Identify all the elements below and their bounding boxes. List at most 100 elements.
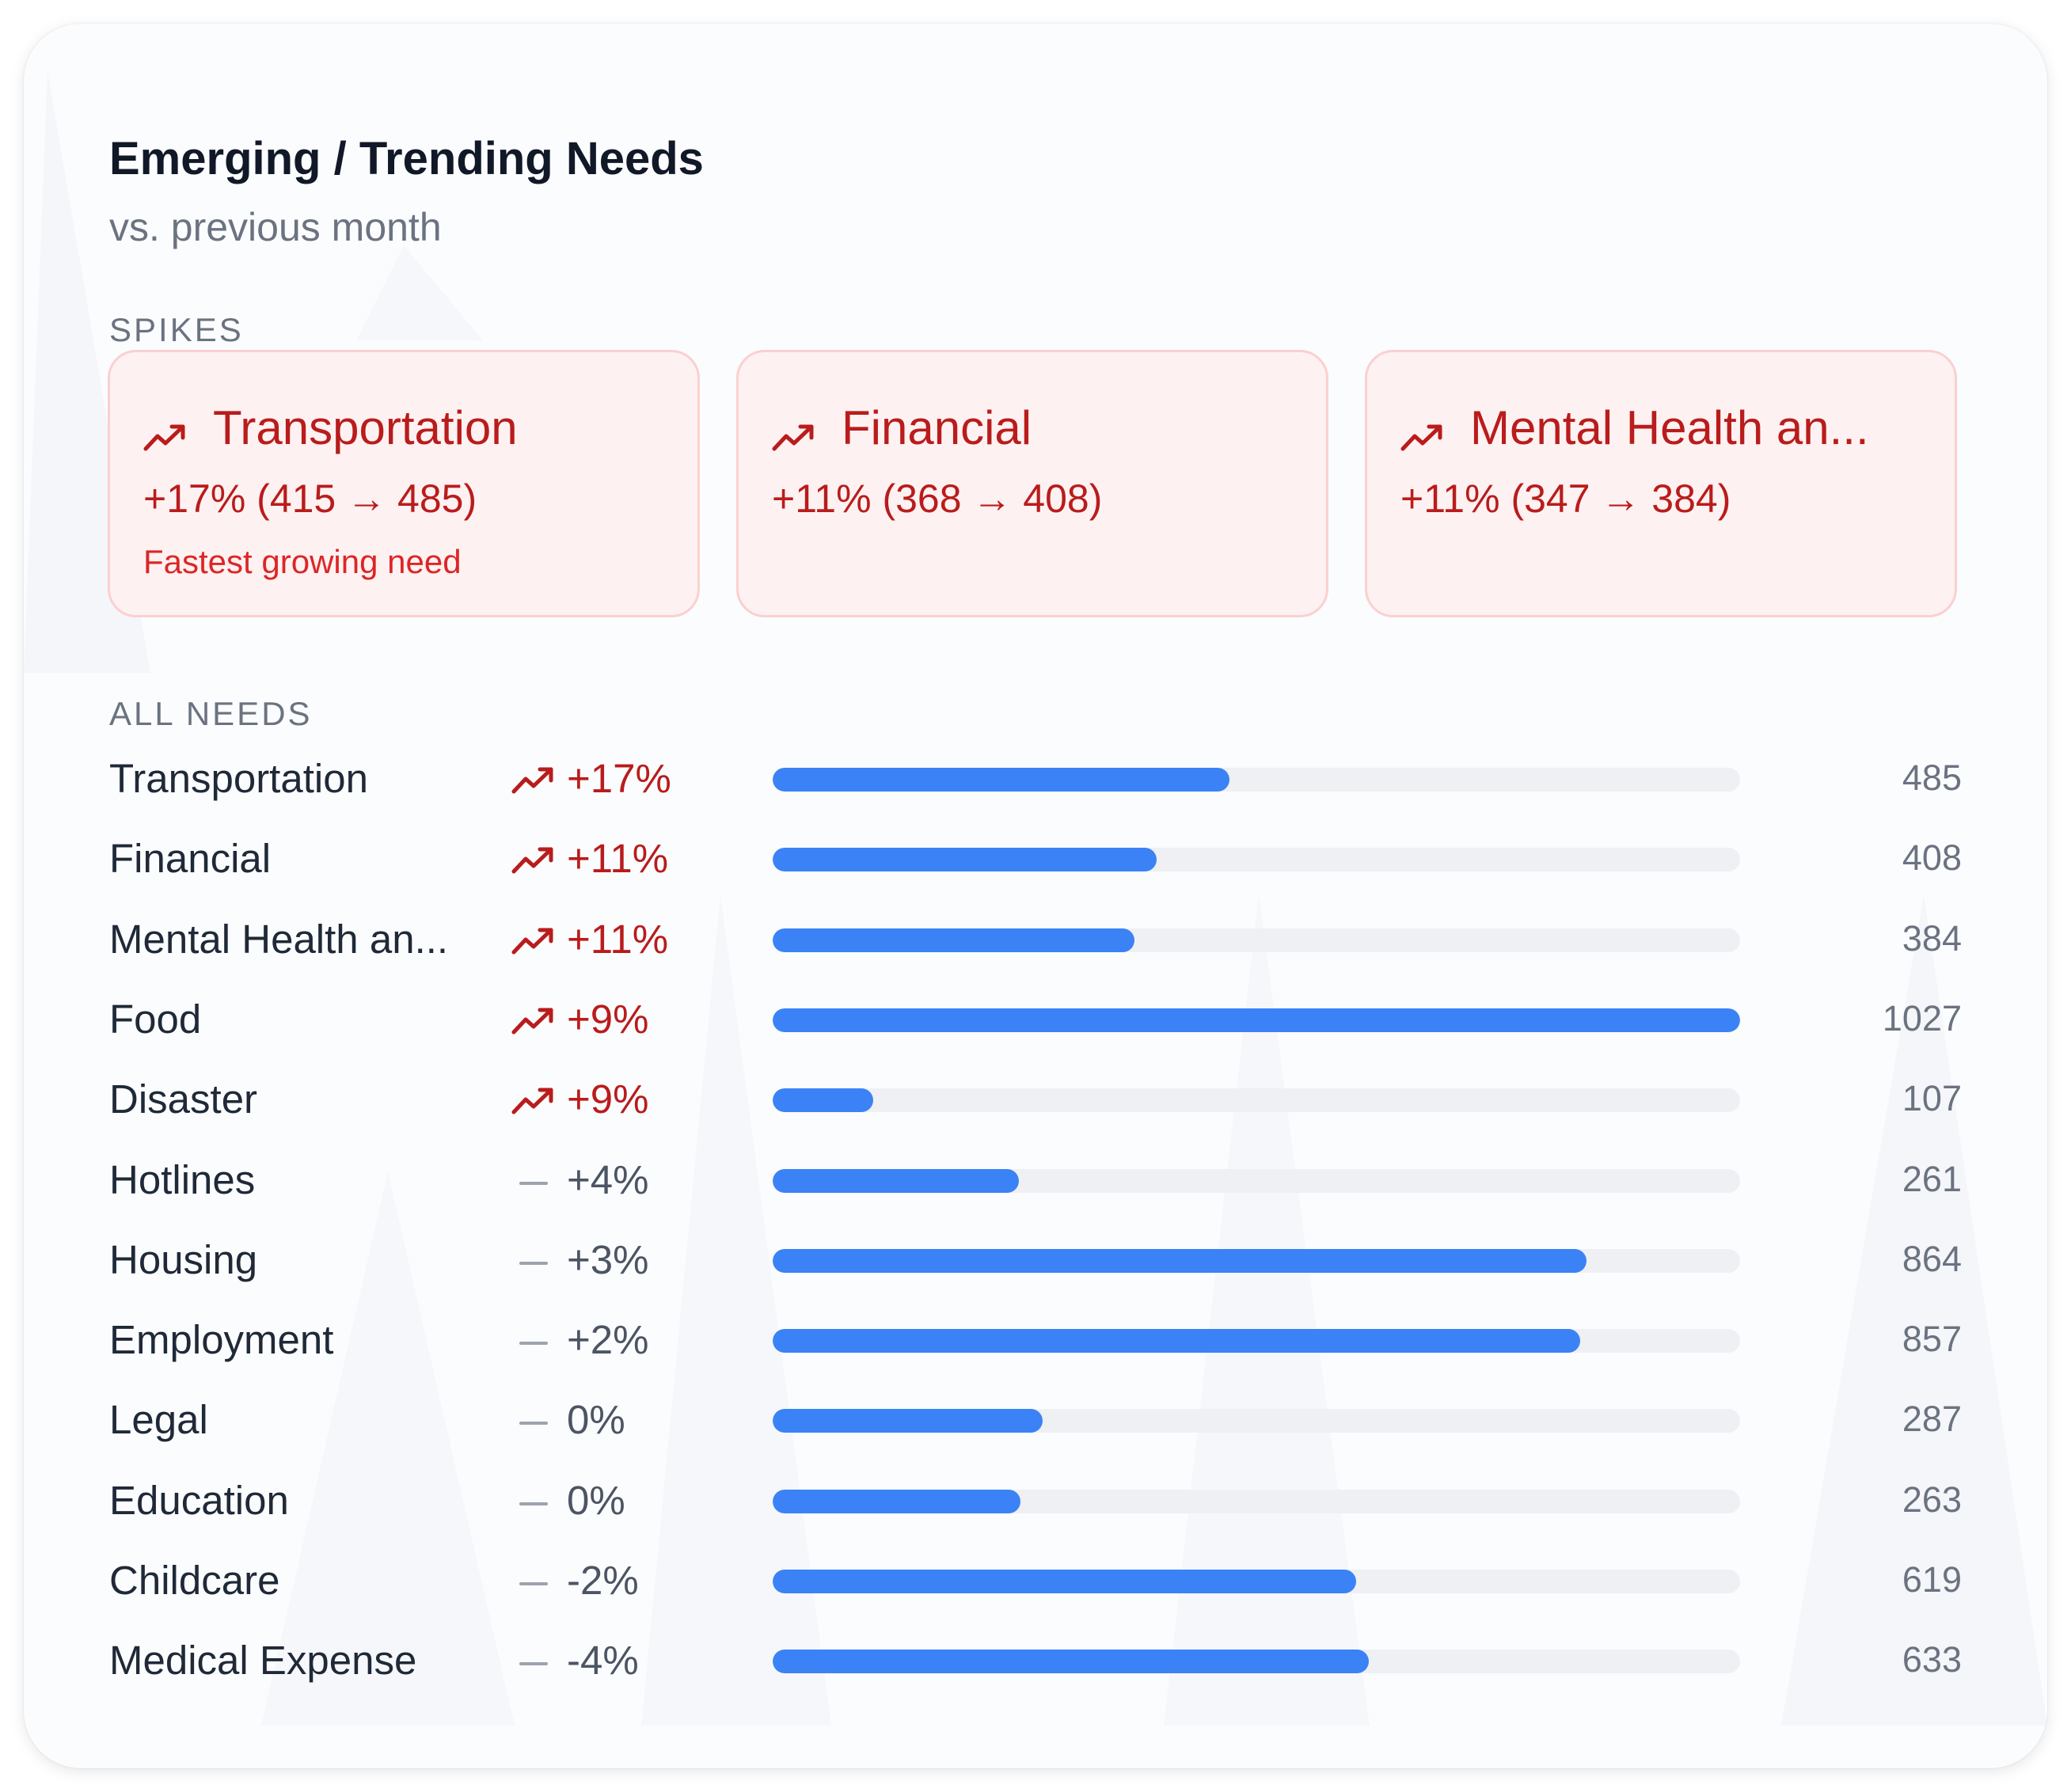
need-count: 633	[1902, 1639, 1962, 1680]
need-name: Medical Expense	[109, 1638, 417, 1684]
bar-track	[773, 848, 1740, 872]
page-subtitle: vs. previous month	[109, 205, 442, 249]
need-name: Legal	[109, 1397, 208, 1443]
bar-fill	[773, 848, 1157, 872]
bar-fill	[773, 1088, 874, 1113]
need-count: 287	[1902, 1399, 1962, 1440]
bar-fill	[773, 1409, 1043, 1433]
need-change: +11%	[567, 836, 669, 882]
need-name: Disaster	[109, 1076, 258, 1122]
bar-fill	[773, 768, 1230, 792]
bar-fill	[773, 1570, 1356, 1593]
bar-track	[773, 1088, 1740, 1113]
trending-up-icon	[772, 424, 814, 451]
bar-fill	[773, 1248, 1587, 1273]
need-row[interactable]: Hotlines +4% 261	[24, 1152, 2047, 1215]
bar-track	[773, 1008, 1740, 1032]
need-count: 408	[1902, 837, 1962, 879]
bar-track	[773, 1329, 1740, 1353]
bar-fill	[773, 1650, 1370, 1674]
bar-track	[773, 928, 1740, 952]
need-name: Mental Health an...	[109, 916, 449, 962]
need-count: 107	[1902, 1078, 1962, 1119]
bar-track	[773, 1409, 1740, 1433]
all-needs-section-label: ALL NEEDS	[109, 695, 313, 732]
need-row[interactable]: Food +9% 1027	[24, 991, 2047, 1054]
bar-track	[773, 768, 1740, 792]
bar-track	[773, 1248, 1740, 1273]
need-row[interactable]: Legal 0% 287	[24, 1391, 2047, 1455]
need-change: +9%	[567, 1076, 649, 1122]
spike-name: Financial	[842, 401, 1032, 454]
flat-trend-icon	[519, 1582, 548, 1585]
need-count: 1027	[1882, 997, 1962, 1038]
flat-trend-icon	[519, 1181, 548, 1185]
bar-track	[773, 1570, 1740, 1593]
need-name: Childcare	[109, 1558, 280, 1603]
trending-up-icon	[511, 1088, 553, 1114]
need-change: +3%	[567, 1236, 649, 1282]
need-change: +9%	[567, 996, 649, 1042]
need-name: Housing	[109, 1236, 258, 1282]
trending-needs-card: Emerging / Trending Needs vs. previous m…	[24, 24, 2047, 1768]
need-row[interactable]: Education 0% 263	[24, 1472, 2047, 1536]
spike-card-financial[interactable]: Financial +11% (368 → 408)	[736, 350, 1328, 617]
flat-trend-icon	[519, 1261, 548, 1265]
flat-trend-icon	[519, 1502, 548, 1505]
need-change: +17%	[567, 756, 671, 801]
trending-up-icon	[511, 767, 553, 794]
spike-change: +11% (368 → 408)	[772, 476, 1103, 521]
need-count: 261	[1902, 1158, 1962, 1199]
need-row[interactable]: Mental Health an... +11% 384	[24, 911, 2047, 974]
trending-up-icon	[511, 1008, 553, 1035]
need-count: 857	[1902, 1319, 1962, 1360]
need-change: -2%	[567, 1558, 639, 1603]
bar-track	[773, 1168, 1740, 1193]
bar-fill	[773, 1329, 1580, 1353]
need-change: -4%	[567, 1638, 639, 1684]
bar-fill	[773, 1008, 1740, 1032]
need-row[interactable]: Employment +2% 857	[24, 1312, 2047, 1375]
spike-change: +17% (415 → 485)	[143, 476, 477, 521]
spikes-section-label: SPIKES	[109, 311, 244, 348]
need-name: Employment	[109, 1317, 334, 1363]
need-row[interactable]: Financial +11% 408	[24, 830, 2047, 894]
need-row[interactable]: Medical Expense -4% 633	[24, 1632, 2047, 1695]
spike-note: Fastest growing need	[143, 543, 462, 580]
need-count: 619	[1902, 1559, 1962, 1600]
bar-fill	[773, 1168, 1019, 1193]
need-name: Hotlines	[109, 1156, 256, 1202]
page-title: Emerging / Trending Needs	[109, 133, 704, 184]
need-row[interactable]: Housing +3% 864	[24, 1232, 2047, 1295]
trending-up-icon	[143, 424, 185, 451]
bar-track	[773, 1489, 1740, 1513]
need-name: Education	[109, 1477, 289, 1523]
trending-up-icon	[511, 847, 553, 874]
flat-trend-icon	[519, 1422, 548, 1426]
need-change: +4%	[567, 1156, 649, 1202]
bar-fill	[773, 1489, 1020, 1513]
spike-change: +11% (347 → 384)	[1400, 476, 1731, 521]
need-change: 0%	[567, 1477, 625, 1523]
need-change: +2%	[567, 1317, 649, 1363]
need-row[interactable]: Disaster +9% 107	[24, 1071, 2047, 1134]
need-change: 0%	[567, 1397, 625, 1443]
need-count: 864	[1902, 1238, 1962, 1279]
need-row[interactable]: Transportation +17% 485	[24, 750, 2047, 814]
flat-trend-icon	[519, 1662, 548, 1666]
spike-name: Mental Health an...	[1470, 401, 1869, 454]
spike-card-mental-health[interactable]: Mental Health an... +11% (347 → 384)	[1365, 350, 1957, 617]
bar-fill	[773, 928, 1134, 952]
trending-up-icon	[1400, 424, 1442, 451]
trending-up-icon	[511, 928, 553, 955]
need-name: Food	[109, 996, 202, 1042]
need-row[interactable]: Childcare -2% 619	[24, 1552, 2047, 1615]
spike-name: Transportation	[213, 401, 518, 454]
flat-trend-icon	[519, 1342, 548, 1346]
need-count: 384	[1902, 917, 1962, 959]
need-count: 263	[1902, 1479, 1962, 1520]
spike-card-transportation[interactable]: Transportation +17% (415 → 485) Fastest …	[108, 350, 700, 617]
need-name: Financial	[109, 836, 272, 882]
bar-track	[773, 1650, 1740, 1674]
need-count: 485	[1902, 757, 1962, 798]
